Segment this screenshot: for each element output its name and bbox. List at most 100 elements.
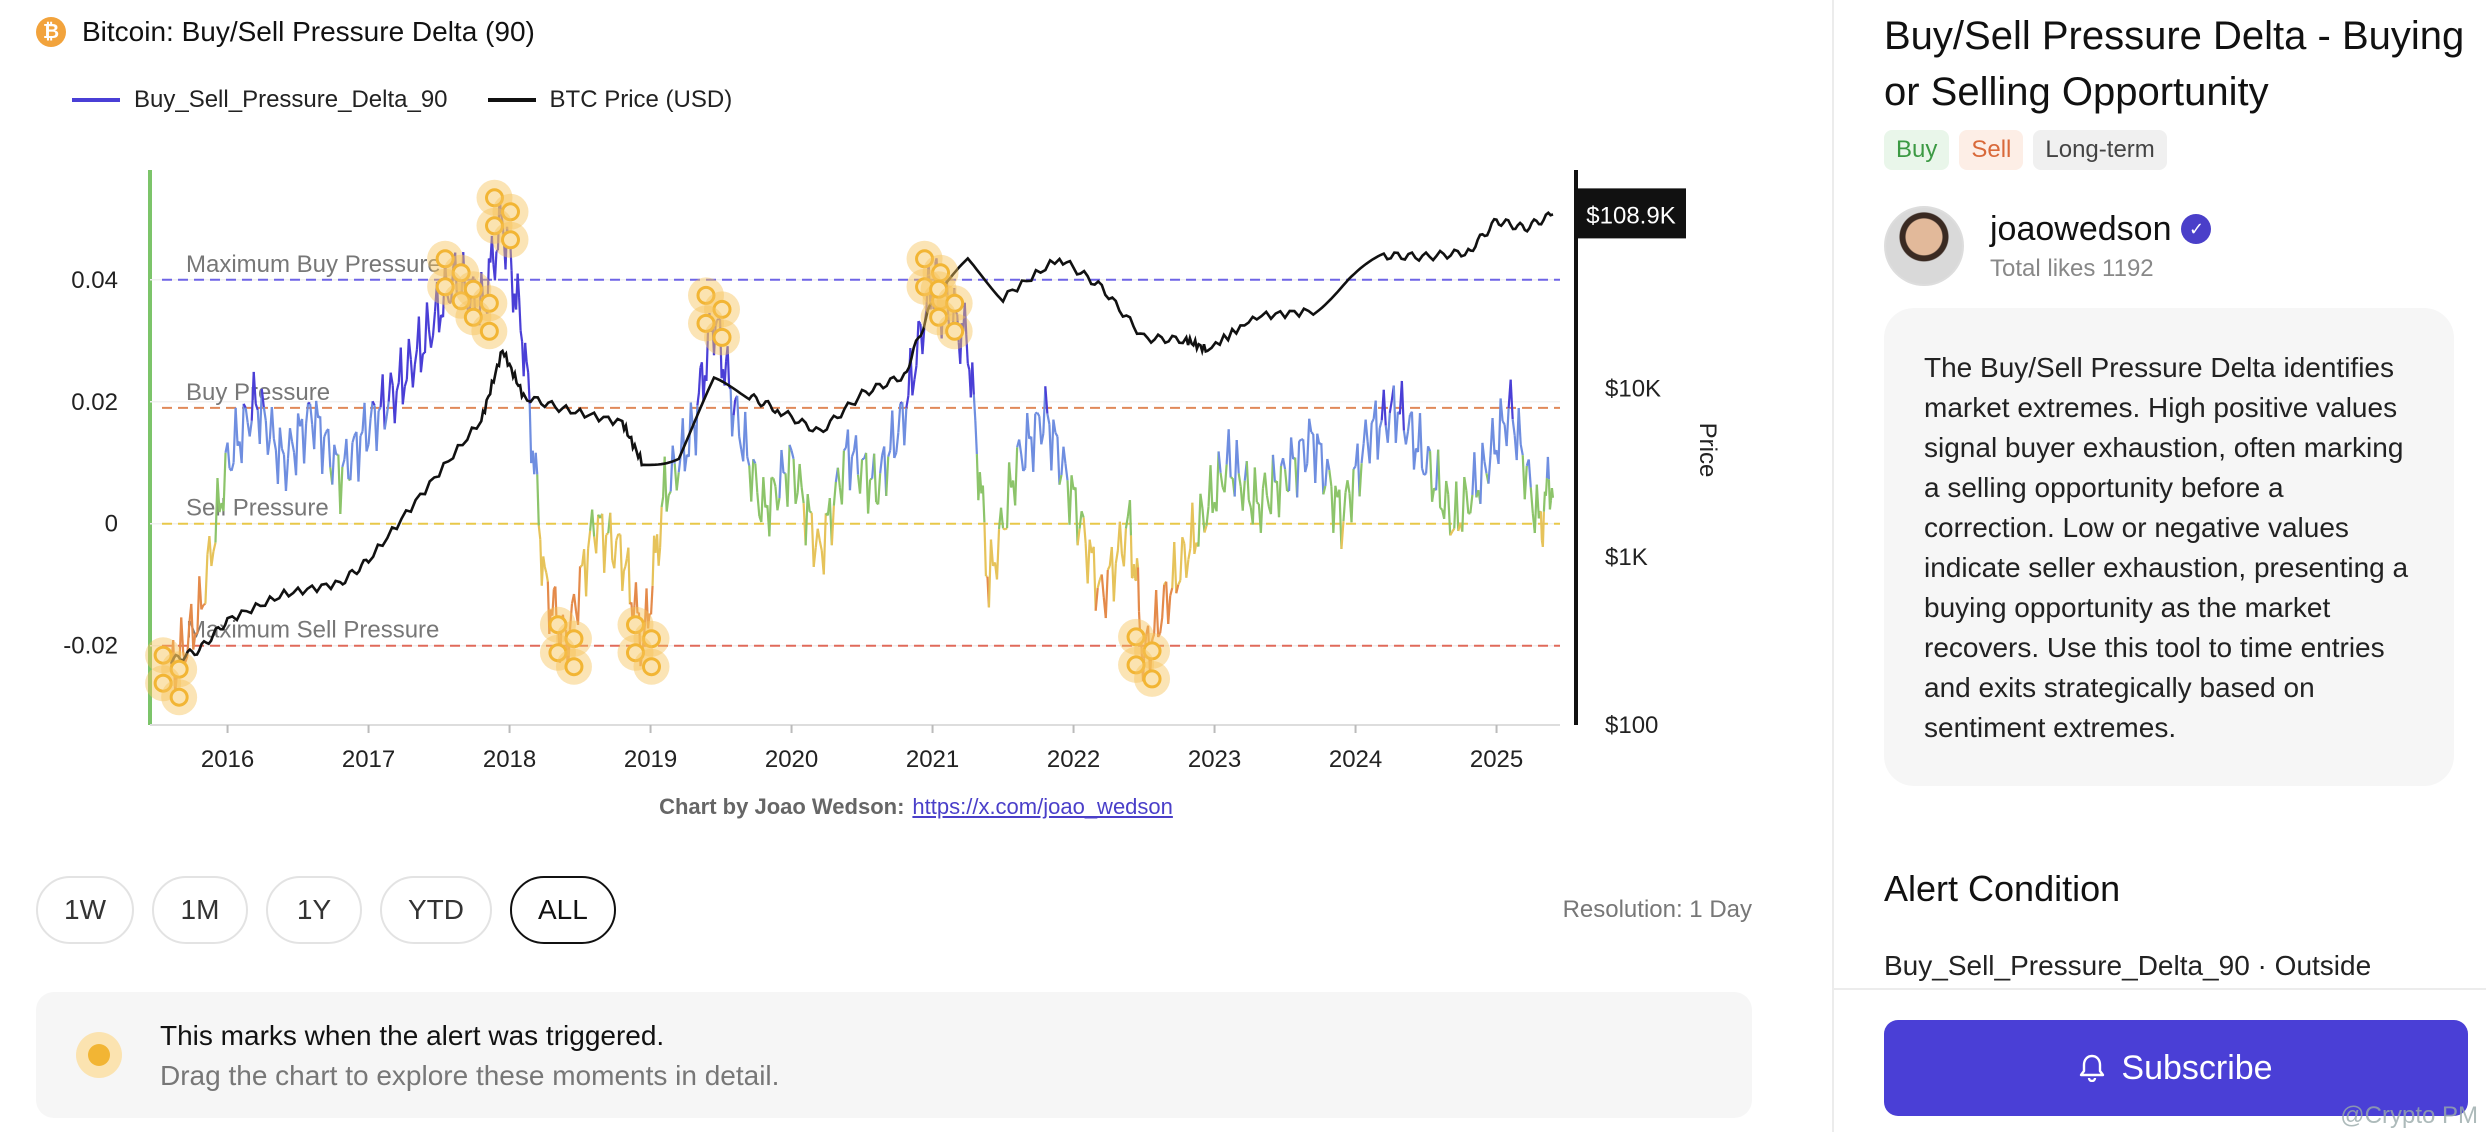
delta-series-segment	[1179, 537, 1184, 581]
author-name[interactable]: joaowedson	[1990, 209, 2172, 248]
range-button-ytd[interactable]: YTD	[380, 876, 492, 944]
alert-marker[interactable]	[153, 645, 173, 665]
delta-series-segment	[1388, 400, 1393, 414]
alert-marker[interactable]	[929, 279, 949, 299]
alert-marker[interactable]	[501, 230, 520, 250]
delta-series-segment	[788, 444, 793, 451]
delta-series-segment	[1191, 502, 1196, 554]
credit-link[interactable]: https://x.com/joao_wedson	[912, 794, 1173, 819]
delta-series-segment	[403, 379, 408, 387]
delta-series-segment	[1298, 438, 1302, 443]
delta-series-segment	[804, 494, 809, 546]
alert-marker[interactable]	[463, 279, 483, 299]
range-button-1y[interactable]: 1Y	[266, 876, 362, 944]
delta-series-segment	[1451, 527, 1456, 533]
alert-marker[interactable]	[548, 615, 568, 635]
bitcoin-icon: ₿	[36, 17, 66, 47]
delta-series-segment	[966, 363, 971, 370]
alert-marker[interactable]	[1142, 641, 1162, 661]
delta-series-segment	[1546, 456, 1551, 480]
alert-marker[interactable]	[626, 615, 645, 635]
legend-label-delta: Buy_Sell_Pressure_Delta_90	[134, 86, 448, 113]
delta-series-segment	[1082, 517, 1087, 544]
tag-sell[interactable]: Sell	[1959, 130, 2024, 170]
delta-series-segment	[1424, 446, 1430, 474]
alert-marker[interactable]	[485, 216, 504, 236]
delta-series-segment	[1548, 500, 1553, 510]
delta-series-segment	[252, 371, 257, 404]
delta-series-segment	[401, 386, 406, 405]
y-right-tick-label: $10K	[1605, 376, 1661, 403]
subscribe-button[interactable]: Subscribe	[1884, 1020, 2468, 1116]
alert-marker[interactable]	[485, 188, 504, 208]
alert-marker[interactable]	[642, 657, 661, 677]
delta-series-segment	[518, 297, 522, 331]
delta-series-segment	[731, 415, 735, 437]
delta-series-segment	[1277, 465, 1283, 518]
delta-series-segment	[276, 427, 282, 485]
delta-series-segment	[1124, 516, 1130, 529]
alert-marker[interactable]	[1126, 655, 1146, 675]
alert-marker[interactable]	[642, 629, 661, 649]
alert-marker[interactable]	[451, 291, 471, 311]
alert-marker[interactable]	[696, 313, 716, 333]
range-button-1w[interactable]: 1W	[36, 876, 134, 944]
alert-marker[interactable]	[169, 687, 189, 707]
delta-series-segment	[399, 347, 404, 405]
delta-series-segment	[830, 505, 835, 546]
delta-series-segment	[248, 420, 253, 437]
delta-series-segment	[210, 551, 215, 567]
alert-marker[interactable]	[626, 643, 645, 663]
alert-marker[interactable]	[169, 659, 189, 679]
range-button-1m[interactable]: 1M	[152, 876, 248, 944]
delta-series-segment	[776, 497, 781, 511]
alert-marker[interactable]	[696, 285, 716, 305]
delta-series-segment	[437, 314, 443, 333]
delta-series-segment	[365, 443, 370, 452]
chart-canvas[interactable]: 0.04 0.02 0 -0.02 $10K $1K $100 Price 2016 2017 20…	[0, 150, 1832, 790]
alert-marker[interactable]	[548, 643, 568, 663]
delta-series-segment	[395, 382, 400, 392]
delta-series-segment	[1465, 490, 1470, 514]
alert-marker[interactable]	[435, 277, 455, 297]
legend-item-price[interactable]: BTC Price (USD)	[487, 86, 732, 114]
alert-marker[interactable]	[501, 202, 520, 222]
delta-series-segment	[551, 589, 555, 616]
alert-marker[interactable]	[712, 299, 732, 319]
delta-series-segment	[288, 428, 294, 442]
delta-series-segment	[341, 459, 346, 468]
delta-series-segment	[866, 479, 872, 514]
delta-series-segment	[1135, 558, 1140, 568]
delta-series-segment	[1332, 485, 1337, 533]
delta-series-segment	[331, 444, 336, 485]
tag-buy[interactable]: Buy	[1884, 130, 1950, 170]
delta-series-segment	[495, 249, 499, 253]
alert-marker[interactable]	[463, 307, 483, 327]
delta-series-segment	[1469, 494, 1474, 514]
alert-marker[interactable]	[945, 293, 965, 313]
alert-marker[interactable]	[153, 673, 173, 693]
alert-marker[interactable]	[1142, 669, 1162, 689]
tag-long-term[interactable]: Long-term	[2033, 130, 2167, 170]
alert-marker[interactable]	[435, 249, 455, 269]
delta-series-segment	[1161, 584, 1166, 618]
alert-marker[interactable]	[564, 629, 584, 649]
avatar[interactable]	[1884, 206, 1964, 286]
alert-marker[interactable]	[945, 321, 965, 341]
delta-series-segment	[1306, 418, 1311, 464]
alert-marker[interactable]	[929, 307, 949, 327]
alert-marker[interactable]	[451, 263, 471, 283]
alert-marker[interactable]	[564, 657, 584, 677]
alert-marker[interactable]	[1126, 627, 1146, 647]
legend-item-delta[interactable]: Buy_Sell_Pressure_Delta_90	[72, 86, 448, 114]
range-button-all[interactable]: ALL	[510, 876, 616, 944]
verified-badge-icon: ✓	[2181, 214, 2212, 244]
delta-series-segment	[1086, 539, 1091, 584]
chart-header: ₿ Bitcoin: Buy/Sell Pressure Delta (90)	[36, 12, 535, 52]
delta-series-segment	[1199, 493, 1204, 509]
alert-marker[interactable]	[712, 327, 732, 347]
alert-marker[interactable]	[479, 321, 499, 341]
alert-marker[interactable]	[915, 249, 935, 269]
delta-series-segment	[999, 507, 1005, 529]
alert-marker[interactable]	[479, 293, 499, 313]
